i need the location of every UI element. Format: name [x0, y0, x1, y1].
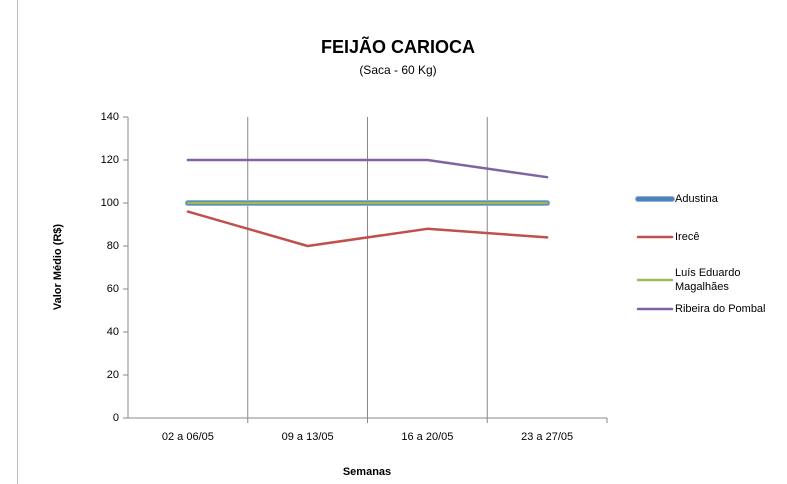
- chart-border: [17, 0, 18, 484]
- x-tick-label: 23 a 27/05: [521, 431, 573, 443]
- legend-label: Luís Eduardo Magalhães: [675, 267, 741, 293]
- y-tick-label: 0: [113, 412, 119, 424]
- y-tick-label: 20: [107, 369, 119, 381]
- legend-label: Irecê: [675, 231, 700, 243]
- legend-label: Adustina: [675, 193, 718, 205]
- series-line: [186, 210, 549, 248]
- y-tick-label: 80: [107, 240, 119, 252]
- y-tick-label: 60: [107, 283, 119, 295]
- y-tick-label: 100: [101, 197, 119, 209]
- y-tick-label: 40: [107, 326, 119, 338]
- legend-label: Ribeira do Pombal: [675, 303, 766, 315]
- x-tick-label: 09 a 13/05: [282, 431, 334, 443]
- chart-title: FEIJÃO CARIOCA: [321, 36, 475, 57]
- x-axis-title: Semanas: [343, 466, 391, 478]
- y-tick-label: 120: [101, 154, 119, 166]
- x-tick-label: 16 a 20/05: [401, 431, 453, 443]
- y-axis-title: Valor Médio (R$): [52, 224, 64, 311]
- x-tick-label: 02 a 06/05: [162, 431, 214, 443]
- chart-subtitle: (Saca - 60 Kg): [359, 63, 436, 77]
- series-line: [186, 158, 549, 179]
- y-tick-label: 140: [101, 111, 119, 123]
